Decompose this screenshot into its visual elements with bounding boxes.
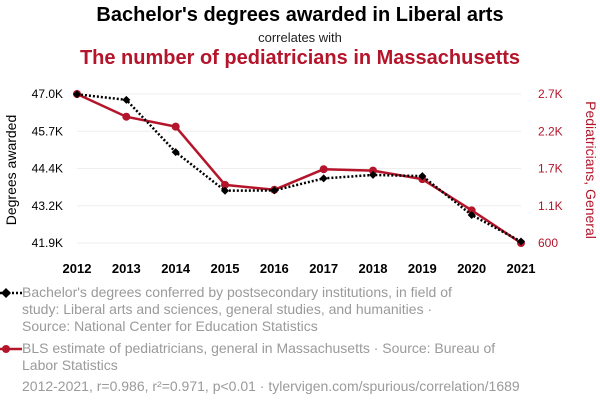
right-tick-label: 600 [538, 236, 558, 250]
dotted-diamond-line-icon [0, 288, 22, 298]
left-tick-label: 47.0K [32, 87, 63, 101]
legend-degrees-line1: Bachelor's degrees conferred by postseco… [22, 284, 452, 300]
left-tick-label: 43.2K [32, 199, 63, 213]
x-tick-label: 2018 [359, 261, 388, 276]
chart-title: Bachelor's degrees awarded in Liberal ar… [96, 4, 504, 26]
series-degrees [73, 90, 525, 246]
left-axis-label: Degrees awarded [3, 115, 19, 226]
correlation-footer: 2012-2021, r=0.986, r²=0.971, p<0.01 · t… [22, 378, 520, 394]
degrees-point [369, 170, 377, 179]
x-tick-label: 2020 [457, 261, 486, 276]
x-tick-label: 2012 [63, 261, 92, 276]
legend-degrees-line3: Source: National Center for Education St… [22, 318, 318, 334]
degrees-line [76, 93, 522, 243]
chart-title-secondary: The number of pediatricians in Massachus… [79, 47, 521, 69]
degrees-point [122, 95, 131, 104]
grid-lines [77, 93, 521, 244]
degrees-point [171, 148, 180, 157]
degrees-point [73, 90, 81, 99]
left-tick-label: 41.9K [32, 236, 63, 250]
legend-pediatricians-line2: Labor Statistics [22, 357, 118, 373]
x-axis-ticks: 2012 2013 2014 2015 2016 2017 2018 2019 2020 2021 [63, 261, 536, 276]
chart-subtitle: correlates with [258, 30, 342, 45]
degrees-point [517, 237, 525, 246]
left-axis-ticks: 47.0K 45.7K 44.4K 43.2K 41.9K [32, 87, 63, 250]
pediatricians-point [319, 165, 328, 174]
x-tick-label: 2017 [309, 261, 338, 276]
right-tick-label: 2.2K [538, 124, 563, 138]
x-tick-label: 2019 [408, 261, 437, 276]
pediatricians-point [122, 112, 131, 121]
degrees-point [221, 186, 229, 195]
x-tick-label: 2021 [507, 261, 536, 276]
correlation-chart: 47.0K 45.7K 44.4K 43.2K 41.9K 2.7K 2.2K 1.7K 1.… [3, 87, 599, 276]
degrees-point [270, 186, 279, 195]
degrees-point [467, 210, 476, 219]
right-tick-label: 1.7K [538, 162, 563, 176]
x-tick-label: 2014 [161, 261, 191, 276]
legend-degrees-line2: study: Liberal arts and sciences, genera… [22, 301, 433, 317]
x-tick-label: 2016 [260, 261, 289, 276]
degrees-point [319, 174, 328, 183]
left-tick-label: 45.7K [32, 124, 63, 138]
pediatricians-point [221, 180, 229, 189]
x-tick-label: 2013 [112, 261, 141, 276]
right-tick-label: 1.1K [538, 199, 563, 213]
right-tick-label: 2.7K [538, 87, 563, 101]
right-axis-ticks: 2.7K 2.2K 1.7K 1.1K 600 [538, 87, 563, 250]
right-axis-label: Pediatricians, General [583, 101, 599, 239]
legend-pediatricians-line1: BLS estimate of pediatricians, general i… [22, 340, 496, 356]
x-tick-label: 2015 [211, 261, 240, 276]
red-circle-line-icon [0, 345, 22, 353]
left-tick-label: 44.4K [32, 162, 63, 176]
pediatricians-point [467, 206, 476, 215]
degrees-point [418, 172, 427, 181]
pediatricians-point [369, 166, 377, 175]
pediatricians-point [171, 122, 180, 131]
